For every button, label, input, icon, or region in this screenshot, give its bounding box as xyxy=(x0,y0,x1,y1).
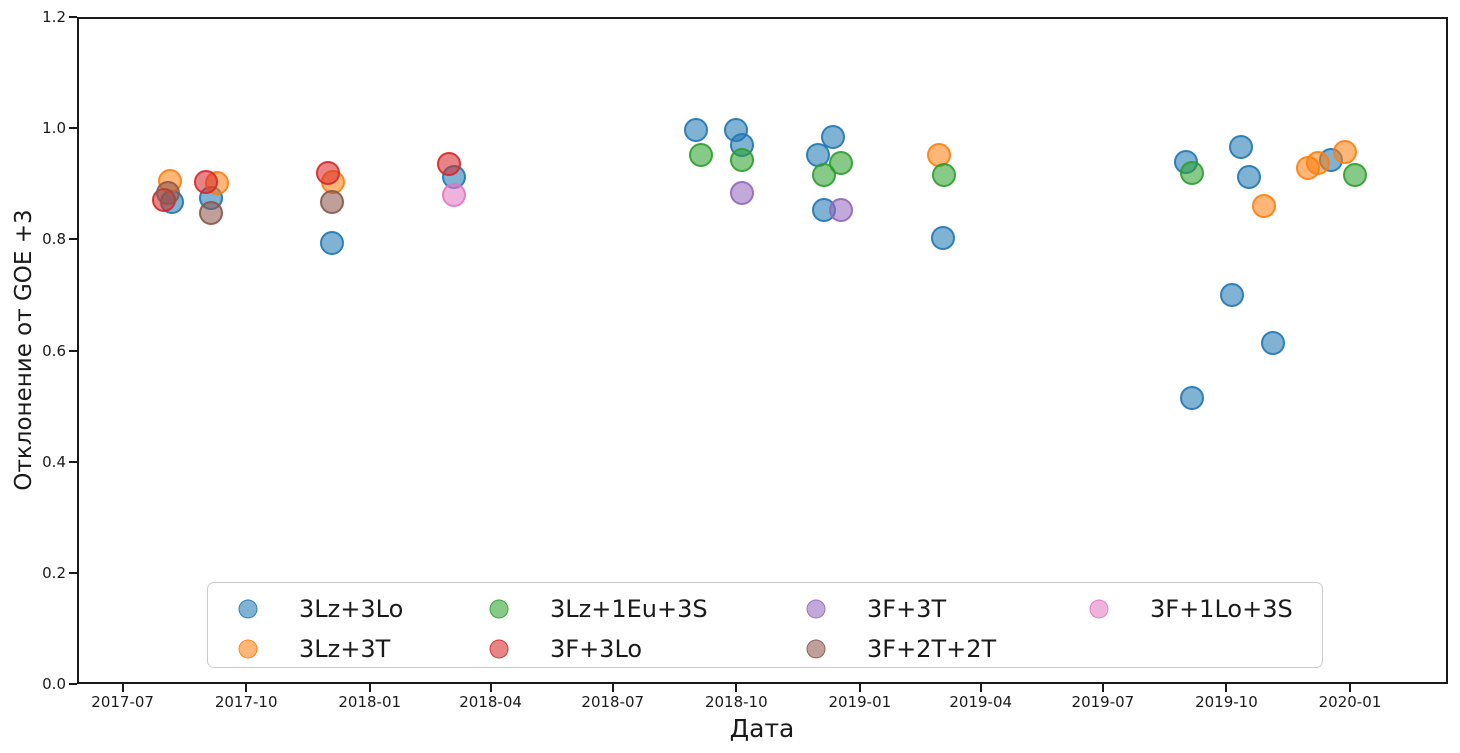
y-tick-mark xyxy=(69,349,77,352)
data-point xyxy=(320,231,345,256)
data-point xyxy=(1179,385,1204,410)
x-tick-label: 2020-01 xyxy=(1318,693,1382,711)
x-tick-mark xyxy=(1101,684,1104,692)
x-tick-mark xyxy=(979,684,982,692)
legend-label: 3F+2T+2T xyxy=(867,635,997,663)
legend-label: 3Lz+1Eu+3S xyxy=(550,595,708,623)
x-tick-label: 2019-07 xyxy=(1071,693,1135,711)
data-point xyxy=(1343,162,1368,187)
x-tick-mark xyxy=(611,684,614,692)
data-point xyxy=(316,161,341,186)
y-tick-label: 0.6 xyxy=(42,341,66,360)
legend-label: 3F+3Lo xyxy=(550,635,643,663)
data-point xyxy=(436,151,461,176)
plot-area xyxy=(77,17,1448,684)
data-point xyxy=(156,181,181,206)
x-axis-label: Дата xyxy=(729,714,795,743)
x-tick-mark xyxy=(245,684,248,692)
legend-marker xyxy=(1089,599,1109,619)
y-tick-label: 0.4 xyxy=(42,452,66,471)
data-point xyxy=(1179,161,1204,186)
data-point xyxy=(1252,193,1277,218)
legend-marker xyxy=(489,599,509,619)
legend-label: 3F+3T xyxy=(867,595,947,623)
data-point xyxy=(199,201,224,226)
x-tick-label: 2017-07 xyxy=(91,693,154,711)
x-tick-label: 2018-04 xyxy=(459,693,522,711)
legend: 3Lz+3Lo 3Lz+3T 3Lz+1Eu+3S 3F+3Lo 3F+3T 3F+2T+… xyxy=(207,582,1323,668)
x-tick-label: 2018-01 xyxy=(338,693,402,711)
legend-marker xyxy=(238,599,258,619)
x-tick-mark xyxy=(368,684,371,692)
y-tick-label: 0.8 xyxy=(42,230,66,249)
data-point xyxy=(829,197,854,222)
legend-marker xyxy=(489,639,509,659)
x-tick-mark xyxy=(1225,684,1228,692)
x-tick-label: 2017-10 xyxy=(214,693,278,711)
data-point xyxy=(684,117,709,142)
y-axis-label: Отклонение от GOE +3 xyxy=(11,209,37,491)
legend-marker xyxy=(806,639,826,659)
data-point xyxy=(193,170,218,195)
data-point xyxy=(1219,282,1244,307)
x-tick-label: 2019-04 xyxy=(949,693,1013,711)
x-tick-mark xyxy=(1348,684,1351,692)
data-point xyxy=(1229,135,1254,160)
legend-label: 3Lz+3T xyxy=(299,635,391,663)
data-point xyxy=(932,162,957,187)
y-tick-mark xyxy=(69,460,77,463)
x-tick-mark xyxy=(735,684,738,692)
x-tick-label: 2018-07 xyxy=(581,693,645,711)
y-tick-label: 0.2 xyxy=(42,563,66,582)
data-point xyxy=(442,182,467,207)
legend-label: 3F+1Lo+3S xyxy=(1150,595,1293,623)
legend-marker xyxy=(806,599,826,619)
data-point xyxy=(1305,151,1330,176)
y-tick-mark xyxy=(69,127,77,130)
y-tick-label: 0.0 xyxy=(42,675,66,693)
y-tick-mark xyxy=(69,683,77,685)
data-point xyxy=(931,226,956,251)
x-tick-mark xyxy=(858,684,861,692)
legend-label: 3Lz+3Lo xyxy=(299,595,404,623)
x-tick-label: 2019-01 xyxy=(828,693,892,711)
x-tick-label: 2019-10 xyxy=(1195,693,1258,711)
legend-marker xyxy=(238,639,258,659)
x-tick-mark xyxy=(489,684,492,692)
x-tick-mark xyxy=(121,684,124,692)
data-point xyxy=(829,151,854,176)
data-point xyxy=(729,147,754,172)
y-tick-label: 1.0 xyxy=(42,119,66,138)
y-tick-mark xyxy=(69,16,77,18)
data-point xyxy=(320,190,345,215)
y-tick-mark xyxy=(69,238,77,241)
data-point xyxy=(689,142,714,167)
x-tick-label: 2018-10 xyxy=(704,693,768,711)
data-point xyxy=(1332,140,1357,165)
y-tick-label: 1.2 xyxy=(42,8,66,26)
data-point xyxy=(729,181,754,206)
data-point xyxy=(1237,165,1262,190)
y-tick-mark xyxy=(69,571,77,574)
data-point xyxy=(820,125,845,150)
data-point xyxy=(1261,330,1286,355)
